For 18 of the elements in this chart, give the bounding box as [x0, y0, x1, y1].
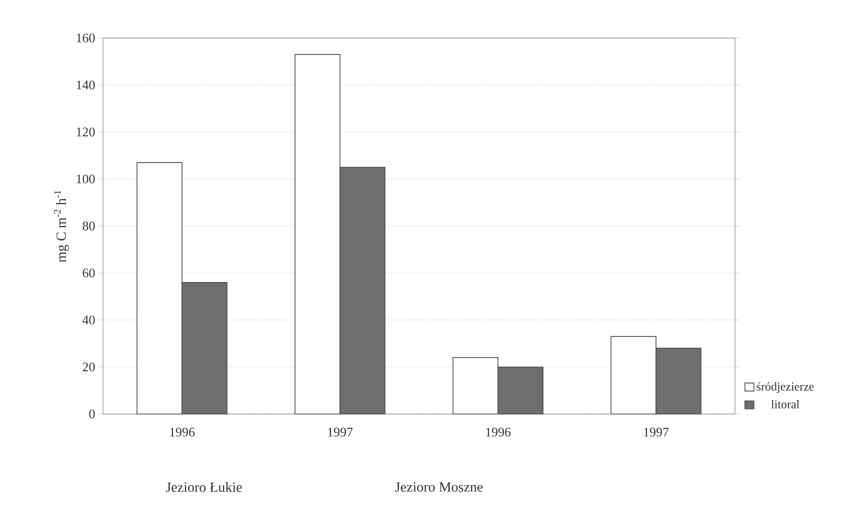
y-tick-label: 40 [82, 316, 95, 324]
text: Jezioro Łukie [166, 482, 242, 492]
legend-label: śródjezierze [756, 382, 814, 394]
x-tick-label: 1997 [328, 428, 353, 437]
y-tick-label: 20 [82, 362, 95, 372]
y-tick-label: 160 [76, 34, 95, 42]
x-tick-label: 1996 [486, 428, 511, 437]
y-tick-label: 60 [82, 268, 95, 278]
y-tick-label: 120 [76, 128, 95, 136]
y-tick-label: 80 [82, 222, 95, 230]
y-axis-title: mg C m$^{-2}$ h$^{-1}$ [54, 190, 69, 262]
y-tick-label: 100 [76, 174, 95, 184]
y-tick-label: 140 [76, 80, 95, 90]
y-tick-label: 0 [89, 410, 95, 418]
x-tick-label: 1997 [644, 428, 669, 437]
legend-label: litoral [771, 400, 800, 408]
text: Jezioro Moszne [395, 482, 483, 492]
x-tick-label: 1996 [170, 428, 195, 437]
